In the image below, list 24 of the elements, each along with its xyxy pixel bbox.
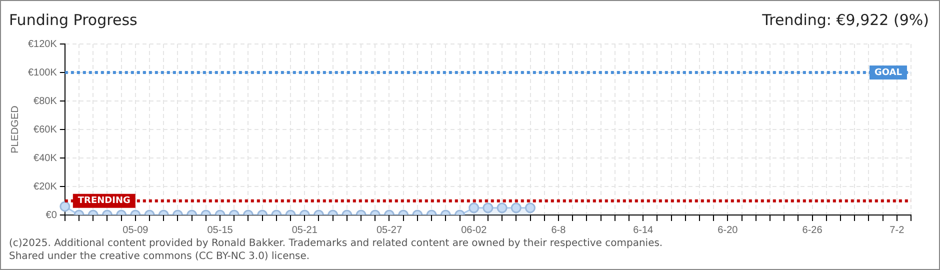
y-tick-label: €80K xyxy=(34,96,58,107)
x-tick-label: 6-26 xyxy=(802,224,823,236)
x-tick-label: 6-14 xyxy=(633,224,654,236)
x-tick-label: 6-8 xyxy=(551,224,566,236)
y-tick-label: €0 xyxy=(46,210,58,221)
y-axis-title: PLEDGED xyxy=(10,106,21,154)
x-tick-label: 05-21 xyxy=(292,224,318,236)
ref-line-label: TRENDING xyxy=(78,196,130,206)
text: Shared under the creative commons (CC BY-NC 3.0) license. xyxy=(9,250,311,263)
x-tick-label: 06-02 xyxy=(461,224,488,236)
chart-subtitle: Trending: €9,922 (9%) xyxy=(762,11,929,29)
x-tick-label: 7-2 xyxy=(890,224,905,236)
y-tick-label: €120K xyxy=(28,38,58,50)
x-tick-label: 6-20 xyxy=(718,224,738,236)
ref-line-label: GOAL xyxy=(874,68,902,78)
x-tick-label: 05-09 xyxy=(122,224,149,236)
chart-title: Funding Progress xyxy=(9,11,138,29)
y-tick-label: €60K xyxy=(34,124,58,136)
y-tick-label: €20K xyxy=(34,181,58,192)
x-tick-label: 05-27 xyxy=(376,224,402,236)
x-tick-label: 05-15 xyxy=(207,224,234,236)
y-tick-label: €100K xyxy=(28,67,58,78)
y-tick-label: €40K xyxy=(34,152,58,164)
text: (c)2025. Additional content provided by Ronald Bakker. Trademarks and related content are owned by their respective companies. xyxy=(9,237,663,250)
